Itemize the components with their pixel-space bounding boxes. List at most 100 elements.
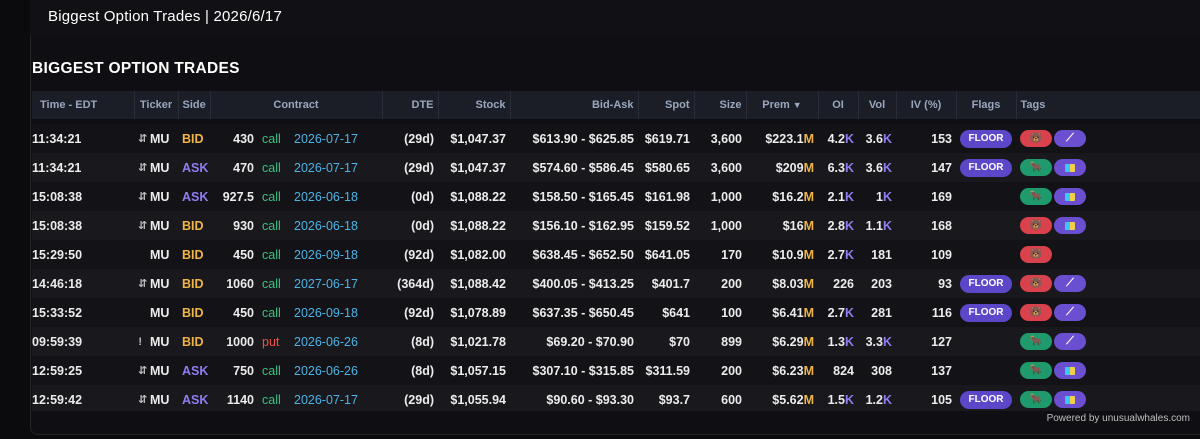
trades-table-container: Time - EDT Ticker Side Contract DTE Stoc… [32,91,1200,411]
table-row[interactable]: 11:34:21 ⇵ MU BID 430 call 2026-07-17 (29d) $1,0… [32,124,1200,153]
stock-price: $1,047.37 [438,153,510,182]
col-header-contract[interactable]: Contract [209,91,382,119]
flags-cell [956,211,1016,240]
strike: 430 [210,124,258,153]
col-header-ticker[interactable]: Ticker [133,91,178,119]
col-header-oi[interactable]: OI [817,91,858,119]
premium: $10.9M [746,240,818,269]
size: 3,600 [694,153,746,182]
swap-arrows-icon: ⇵ [134,182,147,211]
bid-ask: $307.10 - $315.85 [510,356,638,385]
table-row[interactable]: 12:59:25 ⇵ MU ASK 750 call 2026-06-26 (8d) $1,05… [32,356,1200,385]
floor-flag-badge[interactable]: FLOOR [960,158,1012,177]
option-type: call [258,211,290,240]
floor-flag-badge[interactable]: FLOOR [960,303,1012,322]
bear-icon[interactable]: 🐻 [1020,130,1052,147]
sweep-icon[interactable]: ⟋ [1054,130,1086,147]
col-header-dte[interactable]: DTE [381,91,438,119]
expiry-date: 2027-06-17 [290,269,382,298]
bull-icon[interactable]: 🐂 [1020,188,1052,205]
strike: 1060 [210,269,258,298]
bull-icon[interactable]: 🐂 [1020,333,1052,350]
footer-attribution[interactable]: Powered by unusualwhales.com [1046,413,1190,424]
sweep-icon[interactable]: ⟋ [1054,275,1086,292]
floor-flag-badge[interactable]: FLOOR [960,274,1012,293]
spot-price: $401.7 [638,269,694,298]
col-header-side[interactable]: Side [177,91,210,119]
spot-price: $641 [638,298,694,327]
table-row[interactable]: 14:46:18 ⇵ MU BID 1060 call 2027-06-17 (364d) $1… [32,269,1200,298]
volume: 181 [858,240,896,269]
implied-volatility: 127 [896,327,956,356]
table-row[interactable]: 11:34:21 ⇵ MU ASK 470 call 2026-07-17 (29d) $1,0… [32,153,1200,182]
table-row[interactable]: 15:33:52 MU BID 450 call 2026-09-18 (92d) $1,07… [32,298,1200,327]
volume: 1.1K [858,211,896,240]
sweep-icon[interactable]: ⟋ [1054,333,1086,350]
col-header-size[interactable]: Size [693,91,746,119]
ticker: MU [146,269,178,298]
col-header-tags[interactable]: Tags [1015,91,1200,119]
bid-ask: $400.05 - $413.25 [510,269,638,298]
trade-side: BID [178,211,210,240]
ticker: MU [146,153,178,182]
col-header-bid-ask[interactable]: Bid-Ask [509,91,638,119]
col-header-stock[interactable]: Stock [437,91,510,119]
volume: 203 [858,269,896,298]
bid-ask: $613.90 - $625.85 [510,124,638,153]
multi-leg-icon[interactable] [1054,362,1086,379]
multi-leg-icon[interactable] [1054,391,1086,408]
volume: 1.2K [858,385,896,411]
multi-leg-icon[interactable] [1054,188,1086,205]
flags-cell: FLOOR [956,153,1016,182]
open-interest: 824 [818,356,858,385]
premium: $6.41M [746,298,818,327]
implied-volatility: 147 [896,153,956,182]
bull-icon[interactable]: 🐂 [1020,391,1052,408]
size: 600 [694,385,746,411]
col-header-iv[interactable]: IV (%) [895,91,956,119]
sweep-icon[interactable]: ⟋ [1054,304,1086,321]
bear-icon[interactable]: 🐻 [1020,217,1052,234]
bid-ask: $158.50 - $165.45 [510,182,638,211]
stock-price: $1,078.89 [438,298,510,327]
swap-arrows-icon: ⇵ [134,269,147,298]
bear-icon[interactable]: 🐻 [1020,275,1052,292]
table-row[interactable]: 15:08:38 ⇵ MU BID 930 call 2026-06-18 (0d) $1,08… [32,211,1200,240]
expiry-date: 2026-06-18 [290,211,382,240]
col-header-flags[interactable]: Flags [955,91,1016,119]
trade-time: 11:34:21 [32,153,134,182]
tags-cell: 🐻 [1016,211,1200,240]
bear-icon[interactable]: 🐻 [1020,246,1052,263]
bull-icon[interactable]: 🐂 [1020,362,1052,379]
col-header-spot[interactable]: Spot [637,91,694,119]
strike: 450 [210,298,258,327]
col-header-prem[interactable]: Prem ▼ [745,91,818,119]
trade-side: BID [178,240,210,269]
floor-flag-badge[interactable]: FLOOR [960,129,1012,148]
table-row[interactable]: 15:08:38 ⇵ MU ASK 927.5 call 2026-06-18 (0d) $1,… [32,182,1200,211]
option-type: call [258,269,290,298]
expiry-date: 2026-09-18 [290,240,382,269]
dte: (0d) [382,211,438,240]
table-row[interactable]: 12:59:42 ⇵ MU ASK 1140 call 2026-07-17 (29d) $1,… [32,385,1200,411]
swap-arrows-icon: ⇵ [134,356,147,385]
bear-icon[interactable]: 🐻 [1020,304,1052,321]
trade-side: ASK [178,356,210,385]
bid-ask: $637.35 - $650.45 [510,298,638,327]
bull-icon[interactable]: 🐂 [1020,159,1052,176]
stock-price: $1,021.78 [438,327,510,356]
table-row[interactable]: 09:59:39! MU BID 1000 put 2026-06-26 (8d) $1,02… [32,327,1200,356]
tags-cell: 🐂 [1016,153,1200,182]
size: 200 [694,269,746,298]
multi-leg-icon[interactable] [1054,159,1086,176]
swap-arrows-icon: ⇵ [134,124,147,153]
expiry-date: 2026-07-17 [290,124,382,153]
floor-flag-badge[interactable]: FLOOR [960,390,1012,409]
col-header-time[interactable]: Time - EDT [32,91,134,119]
multi-leg-icon[interactable] [1054,217,1086,234]
empty-icon-slot [134,298,146,327]
spot-price: $159.52 [638,211,694,240]
table-row[interactable]: 15:29:50 MU BID 450 call 2026-09-18 (92d) $1,08… [32,240,1200,269]
swap-arrows-icon: ⇵ [134,153,147,182]
col-header-vol[interactable]: Vol [857,91,896,119]
